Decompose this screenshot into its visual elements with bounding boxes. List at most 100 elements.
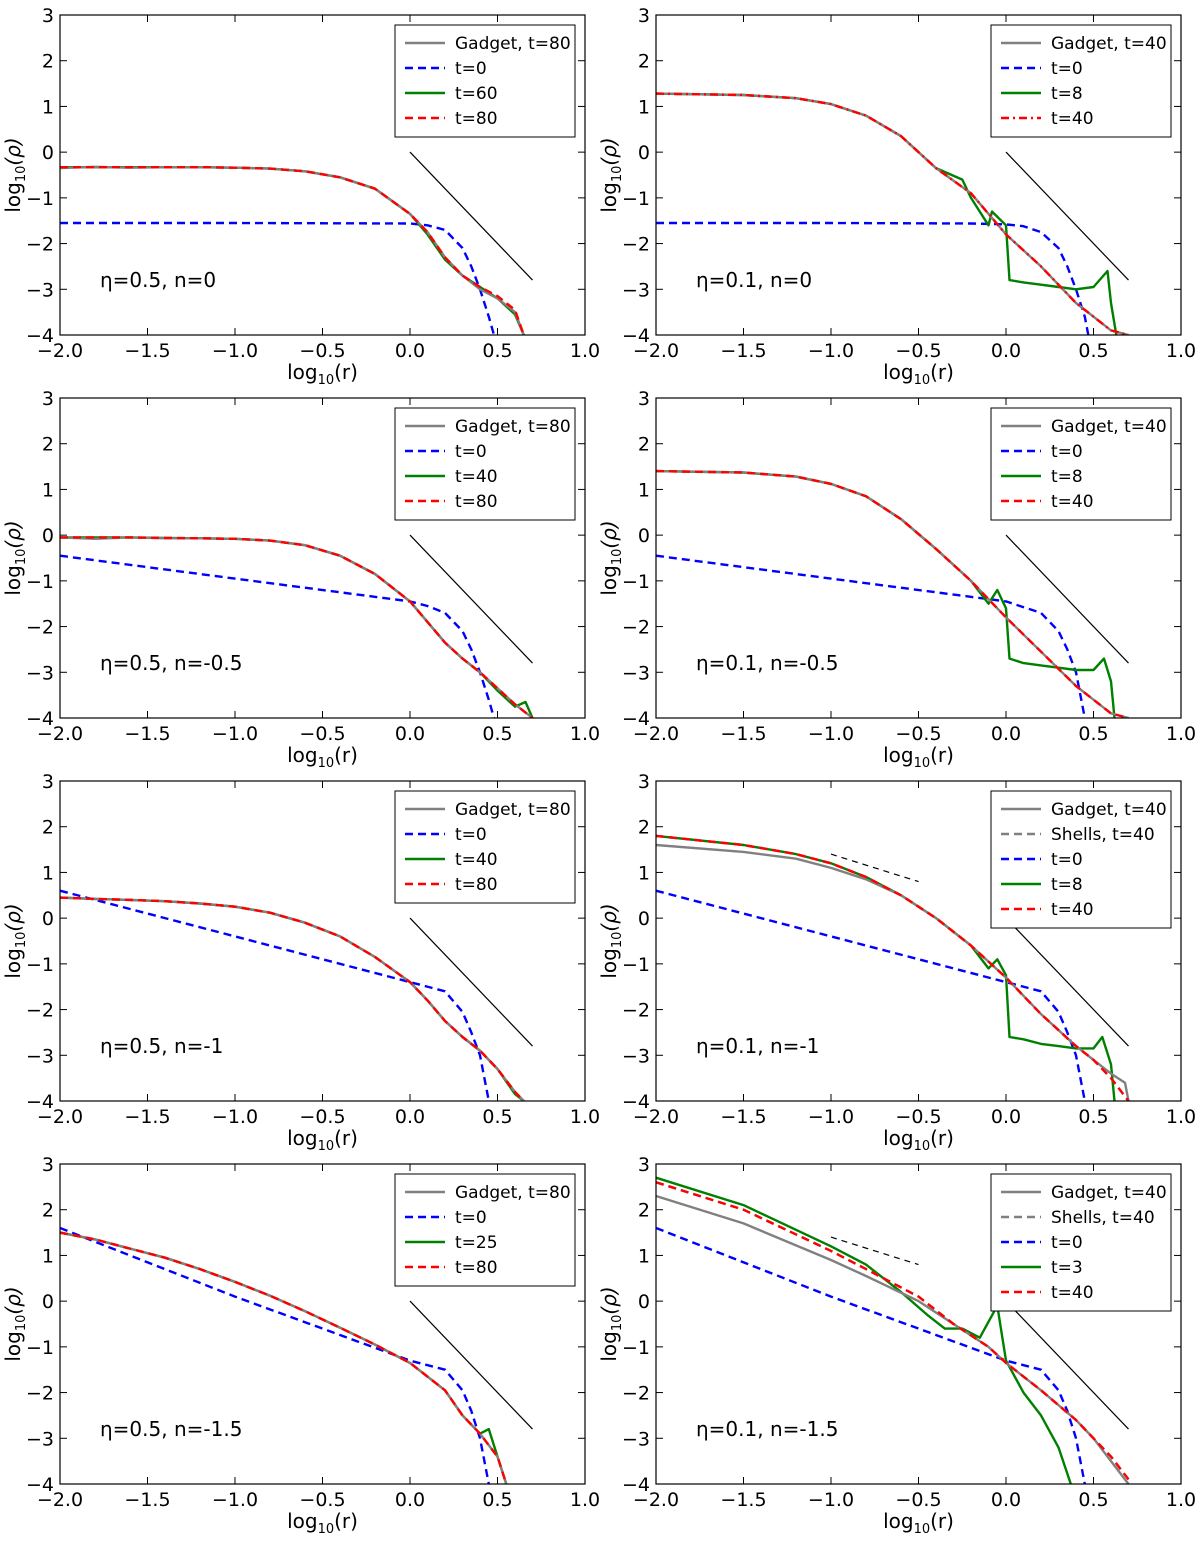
series-line-final: [656, 92, 1129, 335]
x-tick-label: 1.0: [1166, 723, 1196, 745]
legend-label: t=40: [1051, 109, 1094, 129]
series-line-ref: [1005, 1300, 1129, 1430]
y-tick-label: 1: [42, 1245, 54, 1267]
x-tick-label: 0.5: [482, 340, 512, 362]
panel-annotation: η=0.5, n=0: [100, 268, 216, 292]
x-tick-label: 0.5: [1078, 1489, 1108, 1511]
x-tick-label: 0.0: [991, 1106, 1021, 1128]
series-line-gadget: [60, 896, 525, 1101]
y-tick-label: −4: [26, 325, 54, 347]
series-line-final: [656, 469, 1129, 718]
y-tick-label: −2: [26, 617, 54, 639]
series-line-ref: [1005, 534, 1129, 664]
x-tick-label: 0.0: [395, 723, 425, 745]
x-tick-label: 1.0: [570, 340, 600, 362]
y-tick-label: 2: [42, 51, 54, 73]
series-line-ref: [409, 917, 533, 1047]
series-line-ref: [830, 1236, 919, 1266]
y-tick-label: −3: [26, 662, 54, 684]
panel-annotation: η=0.1, n=0: [696, 268, 812, 292]
x-tick-label: −1.5: [720, 1106, 766, 1128]
y-axis-label: log10(ρ): [597, 137, 625, 212]
y-tick-label: 3: [638, 5, 650, 27]
y-tick-label: −1: [622, 188, 650, 210]
x-tick-label: 0.0: [395, 1489, 425, 1511]
legend-label: Shells, t=40: [1051, 825, 1155, 845]
y-tick-label: −3: [622, 279, 650, 301]
legend-label: t=8: [1051, 467, 1083, 487]
y-tick-label: 3: [42, 771, 54, 793]
legend-label: t=40: [1051, 1283, 1094, 1303]
series-line-final: [656, 1181, 1130, 1481]
series-line-t0: [60, 554, 496, 718]
legend-label: t=3: [1051, 1258, 1083, 1278]
y-tick-label: 1: [638, 96, 650, 118]
plot-frame: [59, 780, 586, 1102]
y-tick-label: 1: [638, 1245, 650, 1267]
chart-panel-p1: −2.0 −1.5 −1.0 −0.5 0.0 0.5 1.0 3 2 1 0 −1 −2 −3 −4 log…: [1, 5, 600, 388]
legend-label: t=80: [455, 1258, 498, 1278]
y-tick-label: −3: [622, 1428, 650, 1450]
series-line-final: [60, 165, 525, 335]
y-tick-label: 3: [42, 388, 54, 410]
y-tick-label: 0: [638, 908, 650, 930]
x-tick-label: 1.0: [1166, 340, 1196, 362]
y-tick-label: −2: [26, 1000, 54, 1022]
plot-frame: [655, 397, 1182, 719]
legend-label: t=0: [1051, 850, 1083, 870]
x-tick-label: −1.0: [808, 1106, 854, 1128]
y-tick-label: 0: [42, 908, 54, 930]
x-tick-label: −2.0: [633, 1106, 679, 1128]
series-line-t0: [60, 889, 490, 1101]
x-axis-label: log10(r): [883, 360, 954, 388]
y-tick-label: 1: [42, 479, 54, 501]
y-axis-label: log10(ρ): [1, 520, 29, 595]
x-axis-label: log10(r): [883, 1509, 954, 1537]
x-tick-label: 0.0: [991, 723, 1021, 745]
series-group: [60, 889, 533, 1101]
y-tick-label: 2: [42, 434, 54, 456]
chart-panel-p2: −2.0 −1.5 −1.0 −0.5 0.0 0.5 1.0 3 2 1 0 −1 −2 −3 −4 log…: [597, 5, 1196, 388]
x-tick-label: −1.5: [720, 723, 766, 745]
x-tick-label: 0.5: [1078, 340, 1108, 362]
x-tick-label: −1.0: [808, 1489, 854, 1511]
x-tick-label: 0.0: [991, 340, 1021, 362]
x-tick-label: −0.5: [895, 723, 941, 745]
y-tick-label: 1: [42, 862, 54, 884]
x-tick-label: −2.0: [633, 723, 679, 745]
series-group: [60, 1226, 533, 1484]
legend: Gadget, t=80 t=0 t=60 t=80: [394, 24, 576, 138]
legend-label: t=0: [1051, 1233, 1083, 1253]
y-axis-label: log10(ρ): [597, 520, 625, 595]
y-tick-label: 3: [42, 5, 54, 27]
series-group: [656, 834, 1130, 1101]
legend-label: t=0: [1051, 442, 1083, 462]
y-tick-label: −2: [622, 234, 650, 256]
plot-frame: [59, 14, 586, 336]
x-tick-label: 1.0: [1166, 1106, 1196, 1128]
legend-label: t=40: [455, 467, 498, 487]
series-line-t0: [656, 554, 1086, 718]
legend-label: t=25: [455, 1233, 498, 1253]
legend: Gadget, t=40 Shells, t=40 t=0 t=3 t=40: [990, 1173, 1172, 1312]
panel-annotation: η=0.1, n=-0.5: [696, 651, 838, 675]
x-tick-label: −0.5: [299, 723, 345, 745]
legend-label: t=0: [1051, 59, 1083, 79]
legend: Gadget, t=80 t=0 t=40 t=80: [394, 407, 576, 521]
y-tick-label: −2: [26, 1383, 54, 1405]
x-tick-label: 1.0: [570, 1106, 600, 1128]
y-axis-label: log10(ρ): [1, 903, 29, 978]
x-tick-label: −1.0: [212, 340, 258, 362]
plot-frame: [59, 397, 586, 719]
legend-label: Gadget, t=80: [455, 800, 571, 820]
x-tick-label: −2.0: [633, 1489, 679, 1511]
y-tick-label: −3: [26, 279, 54, 301]
x-tick-label: −1.0: [212, 723, 258, 745]
y-tick-label: −1: [622, 1337, 650, 1359]
x-tick-label: 1.0: [570, 1489, 600, 1511]
series-line-final: [60, 896, 525, 1101]
x-tick-label: −2.0: [37, 340, 83, 362]
y-tick-label: 2: [638, 51, 650, 73]
x-tick-label: −1.5: [124, 1106, 170, 1128]
